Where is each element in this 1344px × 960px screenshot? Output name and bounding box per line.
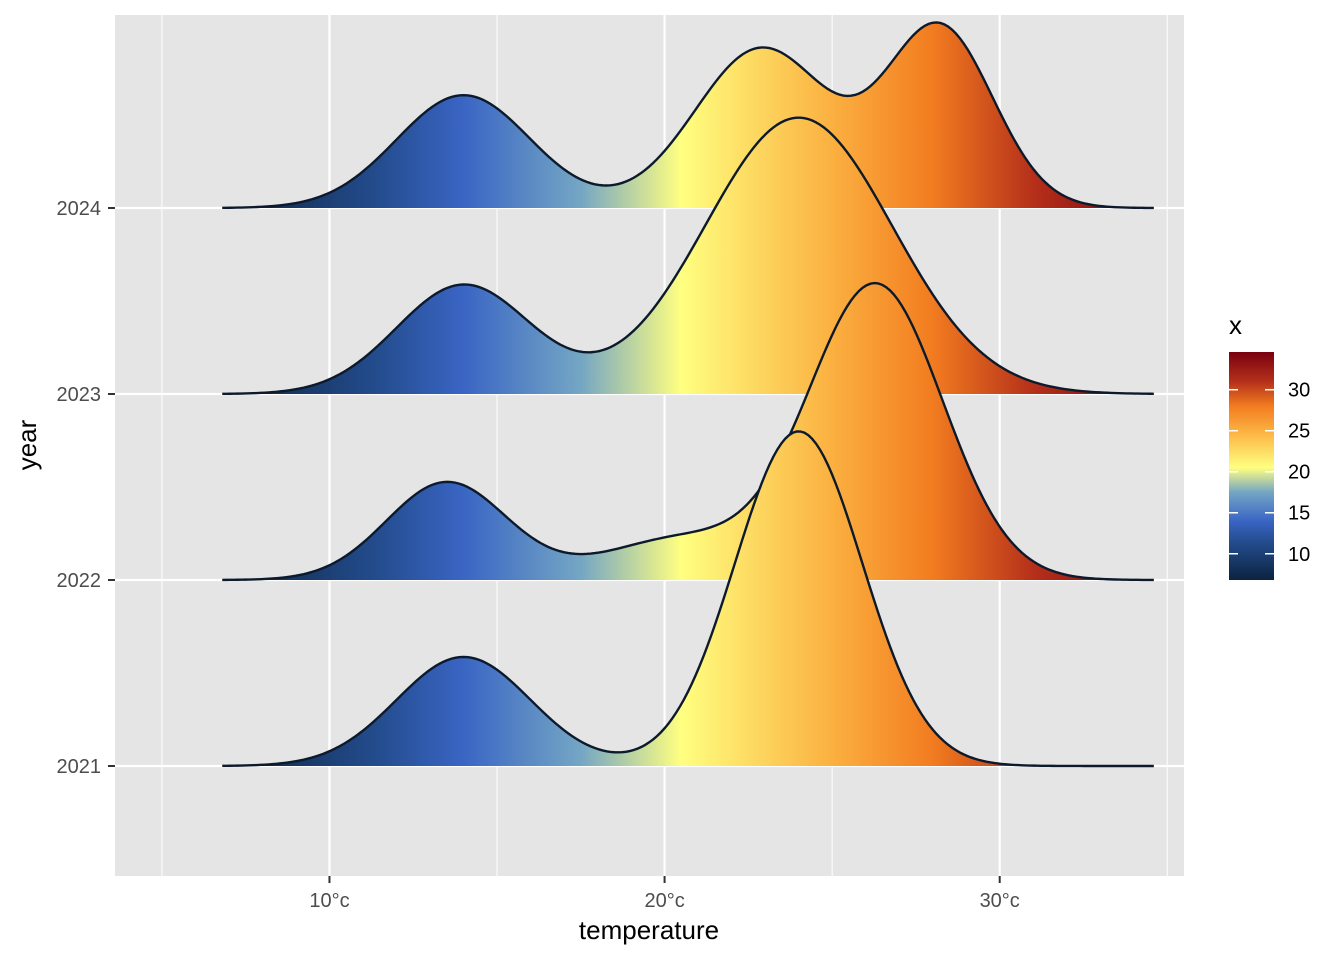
y-axis-title: year: [12, 419, 42, 470]
ridge-2021: [222, 430, 1154, 768]
legend-tick-label: 10: [1288, 544, 1310, 566]
ridge-line-2021: [222, 430, 1154, 768]
ridge-line-2024: [222, 21, 1154, 210]
y-axis: 2021 2022 2023 2024: [57, 198, 115, 778]
ridge-line-2023: [222, 116, 1154, 396]
y-tick-label: 2021: [57, 756, 102, 778]
legend-tick-label: 25: [1288, 421, 1310, 443]
x-tick-label: 20°c: [644, 890, 684, 912]
legend-tick-label: 15: [1288, 503, 1310, 525]
ridge-area-2021: [222, 431, 1154, 766]
x-axis-title: temperature: [579, 915, 719, 945]
y-tick-label: 2024: [57, 198, 102, 220]
ridge-area-2022: [222, 283, 1154, 580]
y-tick-label: 2023: [57, 384, 102, 406]
ridges: [222, 21, 1154, 768]
ridge-2024: [222, 21, 1154, 210]
x-axis: 10°c 20°c 30°c: [309, 876, 1020, 912]
x-tick-label: 10°c: [309, 890, 349, 912]
ridge-area-2024: [222, 22, 1154, 208]
ridge-line-2022: [222, 281, 1154, 582]
legend-ticks: 10 15 20 25 30: [1229, 380, 1310, 566]
legend-title: x: [1229, 310, 1242, 340]
legend-tick-label: 20: [1288, 462, 1310, 484]
ridge-2022: [222, 281, 1154, 582]
legend-colorbar: [1229, 352, 1274, 580]
ridge-2023: [222, 116, 1154, 396]
color-legend: x 10 15 20 25 30: [1229, 310, 1310, 580]
x-tick-label: 30°c: [980, 890, 1020, 912]
y-tick-label: 2022: [57, 570, 102, 592]
legend-tick-label: 30: [1288, 380, 1310, 402]
